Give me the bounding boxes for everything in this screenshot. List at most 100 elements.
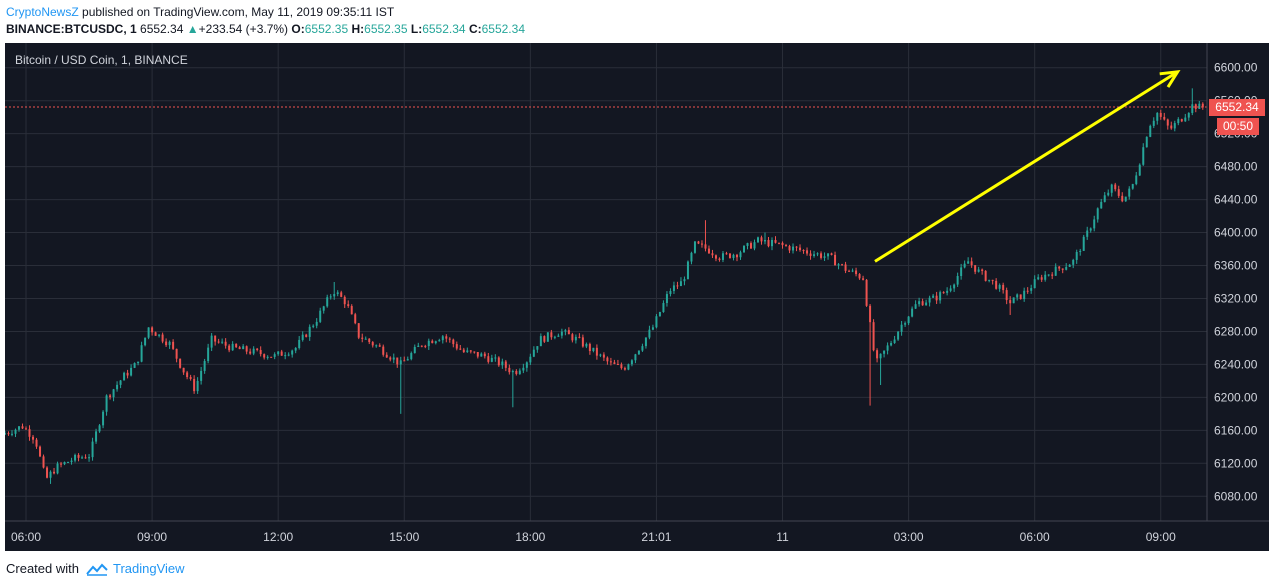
candle-body (1135, 175, 1138, 185)
arrow-shaft (874, 70, 1179, 263)
time-axis[interactable]: 06:00 09:00 12:00 15:00 18:00 21:01 11 03:00 06:… (11, 530, 1176, 544)
candle-body (732, 254, 735, 258)
candle-body (1198, 103, 1201, 109)
candle-body (151, 327, 154, 333)
candle-body (795, 246, 798, 248)
close-value: 6552.34 (481, 22, 525, 36)
candle-body (900, 324, 903, 332)
candle-body (487, 356, 490, 362)
candle-body (592, 347, 595, 352)
candle-body (1065, 266, 1068, 270)
time-tick-label: 21:01 (641, 530, 671, 544)
candle-body (641, 346, 644, 351)
open-label: O: (291, 22, 305, 36)
price-tick-label: 6240.00 (1214, 357, 1258, 371)
candle-body (1051, 274, 1054, 276)
candle-body (862, 278, 865, 280)
candle-body (1194, 104, 1197, 109)
price-tick-label: 6120.00 (1214, 456, 1258, 470)
candle-body (98, 425, 101, 432)
candle-body (238, 347, 241, 350)
candle-body (764, 239, 767, 242)
candle-body (508, 367, 511, 373)
price-axis[interactable]: 6080.00 6120.00 6160.00 6200.00 6240.00 6280.… (1214, 61, 1258, 504)
candle-body (459, 348, 462, 350)
candle-body (560, 331, 563, 336)
candle-body (420, 345, 423, 347)
candle-body (567, 330, 570, 335)
candle-body (1191, 104, 1194, 113)
candle-body (928, 297, 931, 303)
symbol-info-bar: BINANCE:BTCUSDC, 1 6552.34 ▲+233.54 (+3.… (6, 22, 525, 36)
candle-body (39, 446, 42, 457)
candle-body (932, 295, 935, 298)
candle-body (140, 345, 143, 362)
time-tick-label: 11 (776, 530, 789, 544)
time-tick-label: 09:00 (137, 530, 167, 544)
low-label: L: (410, 22, 423, 36)
candle-body (757, 237, 760, 243)
candle-body (623, 368, 626, 370)
candle-body (728, 253, 731, 258)
candle-body (648, 329, 651, 338)
candle-body (396, 357, 399, 365)
candle-body (893, 339, 896, 343)
candle-body (497, 357, 500, 366)
candle-body (77, 454, 80, 458)
candle-body (557, 335, 560, 337)
candle-body (1184, 117, 1187, 122)
candle-body (245, 346, 248, 352)
candle-body (700, 243, 703, 245)
chart-panel[interactable]: 6080.00 6120.00 6160.00 6200.00 6240.00 6280.… (4, 43, 1269, 551)
created-with-text: Created with (6, 561, 79, 576)
candle-body (1002, 284, 1005, 291)
candle-body (410, 353, 413, 360)
candle-body (14, 429, 17, 434)
candle-body (336, 292, 339, 295)
tradingview-brand-link[interactable]: TradingView (113, 561, 185, 576)
author-link[interactable]: CryptoNewsZ (6, 5, 79, 19)
candle-body (249, 351, 252, 354)
high-label: H: (351, 22, 365, 36)
candle-body (56, 463, 59, 474)
candle-body (725, 253, 728, 255)
candle-series (4, 88, 1204, 484)
candle-body (217, 341, 220, 343)
candle-body (1016, 294, 1019, 298)
candle-body (988, 279, 991, 281)
candle-body (1180, 119, 1183, 122)
candle-body (1082, 236, 1085, 251)
time-tick-label: 06:00 (11, 530, 41, 544)
candle-body (161, 334, 164, 342)
candle-body (820, 253, 823, 258)
candle-body (753, 242, 756, 249)
candle-body (595, 347, 598, 356)
candle-body (7, 433, 10, 435)
candle-body (879, 353, 882, 359)
candle-body (644, 337, 647, 347)
candlestick-chart[interactable]: 6080.00 6120.00 6160.00 6200.00 6240.00 6280.… (4, 43, 1269, 551)
candle-body (1131, 184, 1134, 189)
candle-body (329, 296, 332, 298)
candle-body (133, 363, 136, 368)
candle-body (1100, 201, 1103, 209)
price-tick-label: 6200.00 (1214, 390, 1258, 404)
candle-body (18, 426, 21, 430)
candle-body (175, 348, 178, 359)
candle-body (483, 353, 486, 357)
candle-body (802, 250, 805, 252)
candle-body (813, 254, 816, 256)
candle-body (553, 336, 556, 338)
candle-body (1009, 300, 1012, 304)
candle-body (1037, 277, 1040, 280)
candle-body (869, 305, 872, 323)
candle-body (182, 367, 185, 373)
last-price: 6552.34 (140, 22, 184, 36)
candle-body (883, 350, 886, 354)
candle-body (11, 433, 14, 435)
candle-body (231, 343, 234, 351)
candle-body (1089, 228, 1092, 231)
candle-body (294, 347, 297, 351)
candle-body (203, 360, 206, 371)
candle-body (1026, 290, 1029, 292)
